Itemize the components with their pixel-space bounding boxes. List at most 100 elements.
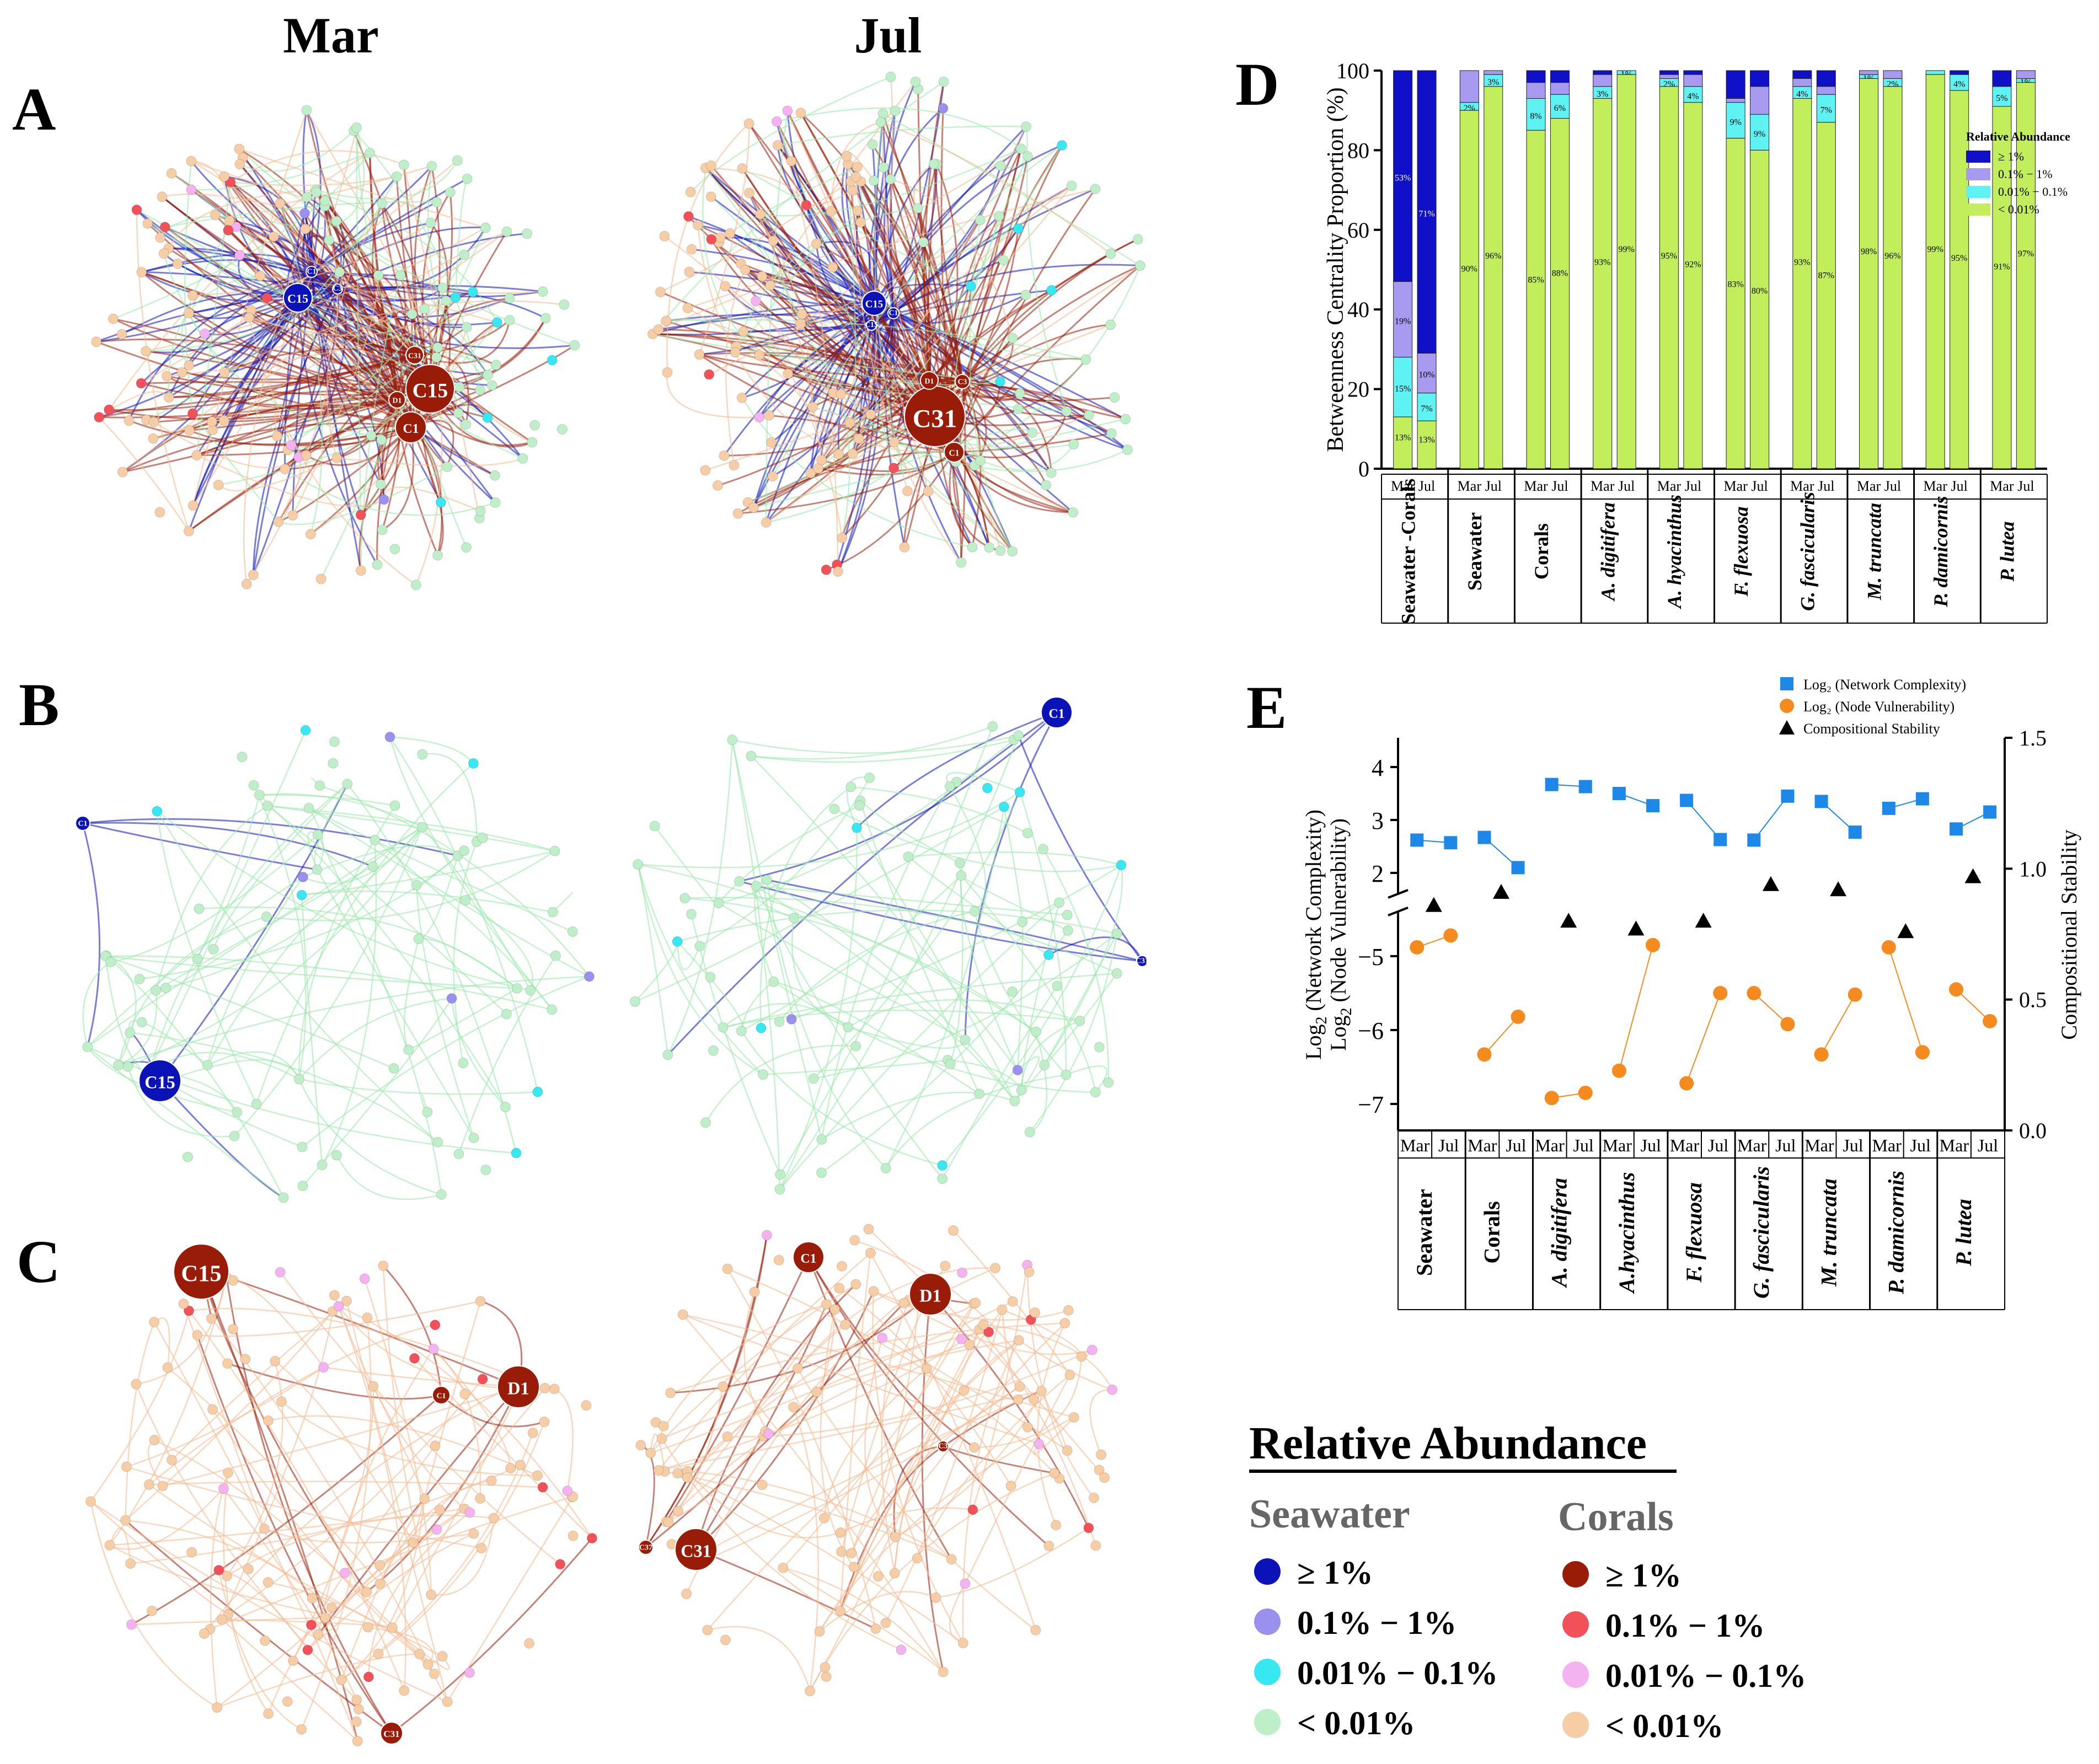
network-node: [655, 287, 666, 297]
d-bar-segment: [1593, 98, 1613, 469]
network-edge: [637, 864, 764, 1075]
network-node: [539, 1417, 550, 1427]
legend-co-mid-label: 0.1% − 1%: [1605, 1607, 1765, 1644]
network-node: [786, 1014, 797, 1025]
d-bar-segment: [1683, 74, 1703, 87]
network-node: [937, 1173, 948, 1184]
legend-sw-rare-label: < 0.01%: [1297, 1705, 1415, 1741]
network-edge: [87, 827, 423, 1048]
network-edge-hub: [382, 427, 414, 531]
network-node: [792, 1363, 803, 1374]
network-node: [374, 1578, 385, 1589]
network-node: [801, 200, 812, 211]
network-edge: [372, 1386, 425, 1499]
d-bar-segment: [1792, 70, 1812, 79]
network-node: [847, 185, 858, 196]
network-edge: [322, 840, 377, 1165]
network-node: [282, 1696, 293, 1707]
network-node: [452, 155, 463, 166]
network-hub-node: [405, 346, 424, 364]
network-edge: [741, 981, 774, 1031]
network-edge: [860, 181, 1001, 382]
network-node: [829, 1304, 840, 1315]
network-node: [1005, 1481, 1016, 1492]
network-edge: [447, 1496, 574, 1702]
network-node: [377, 524, 388, 535]
network-node: [91, 336, 102, 347]
network-edge: [790, 160, 895, 468]
network-node: [475, 1296, 486, 1307]
network-edge: [852, 190, 962, 563]
network-node: [370, 835, 381, 845]
network-edge: [676, 941, 700, 971]
network-edge: [433, 1348, 481, 1499]
d-bar-data-label: 8%: [1530, 111, 1541, 121]
network-node: [199, 1628, 210, 1639]
e-legend-label: Compositional Stability: [1803, 721, 1940, 737]
d-bar-data-label: 4%: [1953, 80, 1965, 89]
network-node: [945, 1059, 956, 1069]
network-node: [1120, 414, 1131, 425]
network-node: [796, 309, 807, 320]
network-node: [700, 465, 711, 476]
e-stability-point: [1964, 868, 1982, 883]
network-edge: [403, 164, 480, 518]
network-edge: [451, 998, 506, 1108]
network-edge: [664, 235, 871, 415]
network-node: [184, 425, 195, 436]
network-edge: [149, 730, 307, 1070]
network-edge: [870, 1252, 1037, 1631]
network-node: [477, 1374, 488, 1385]
network-node: [1043, 950, 1054, 961]
network-edge: [702, 168, 760, 356]
network-node: [888, 437, 899, 448]
d-bar-data-label: 7%: [1820, 106, 1832, 115]
d-month-tick-label: Mar: [1391, 478, 1415, 494]
d-group-label: P. lutea: [1996, 521, 2018, 582]
e-month-tick-label: Jul: [1843, 1135, 1863, 1155]
network-edge: [389, 736, 474, 764]
network-node: [324, 234, 335, 245]
e-vulnerability-line: [1888, 947, 1923, 1053]
network-edge: [234, 827, 423, 1137]
network-edge: [1018, 1339, 1113, 1391]
network-edge-hub: [317, 1386, 520, 1635]
network-edge: [196, 795, 260, 959]
network-edge: [316, 869, 475, 1139]
network-node: [844, 417, 855, 428]
network-edge: [416, 884, 475, 1138]
network-edge: [952, 1230, 1071, 1376]
network-node: [228, 1275, 239, 1286]
network-edge-hub: [403, 164, 416, 356]
network-node: [217, 1614, 228, 1625]
network-edge: [699, 777, 870, 947]
network-node: [223, 1467, 233, 1478]
network-edge: [421, 827, 531, 991]
d-month-tick-label: Mar: [1723, 478, 1748, 494]
network-edge: [725, 270, 746, 465]
network-edge: [118, 990, 158, 1066]
network-node: [319, 195, 330, 206]
network-node: [708, 1045, 719, 1056]
e-vulnerability-point: [1915, 1045, 1930, 1060]
network-node: [682, 1472, 693, 1483]
network-node: [228, 1324, 239, 1335]
network-edge: [274, 1360, 414, 1543]
network-edge: [783, 1567, 944, 1672]
network-node: [837, 533, 848, 543]
network-node: [826, 206, 837, 217]
relative-abundance-legend: Relative Abundance Seawater Corals ≥ 1% …: [1249, 1418, 1806, 1744]
e-complexity-point: [1578, 780, 1592, 793]
d-bar-data-label: 19%: [1395, 317, 1411, 326]
e-month-tick-label: Mar: [1805, 1135, 1834, 1155]
e-month-tick-label: Jul: [1506, 1135, 1526, 1155]
network-edge: [840, 1507, 973, 1534]
network-edge: [90, 1501, 218, 1708]
network-node: [583, 971, 595, 982]
network-node: [852, 162, 863, 173]
network-node: [764, 410, 775, 421]
e-vulnerability-line: [1753, 993, 1789, 1025]
network-edge: [860, 800, 960, 864]
network-edge: [701, 1386, 1020, 1563]
network-node: [453, 1149, 464, 1160]
